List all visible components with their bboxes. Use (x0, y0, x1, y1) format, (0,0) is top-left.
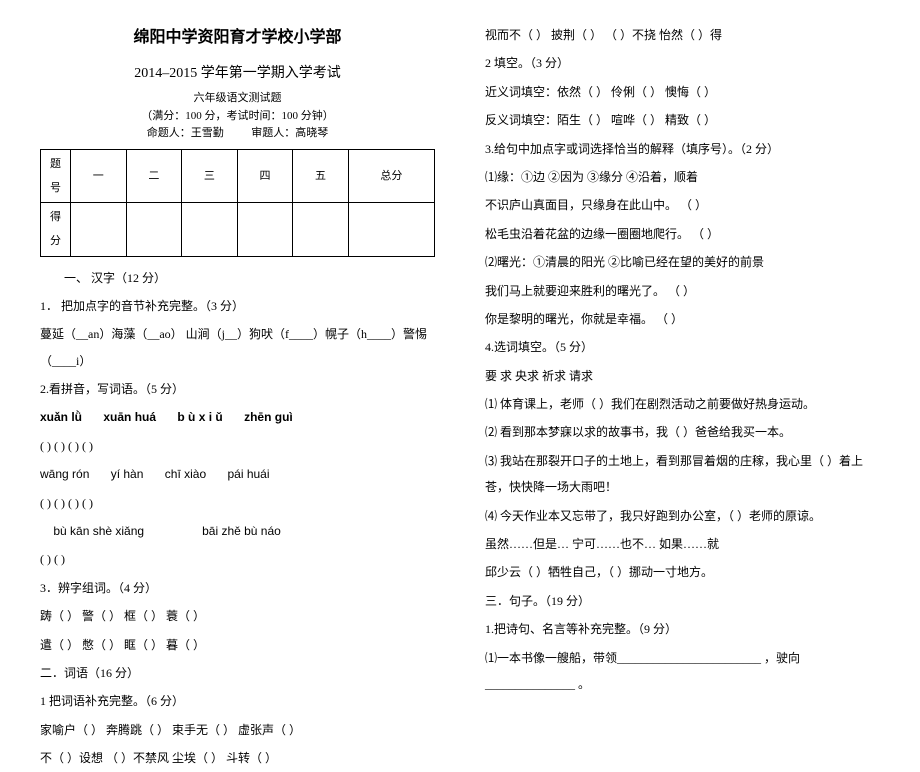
exam-title: 2014–2015 学年第一学期入学考试 (40, 59, 435, 90)
table-row: 得分 (41, 203, 435, 256)
cell (348, 203, 434, 256)
pinyin: bù kān shè xiǎng (53, 524, 144, 538)
q3: 3．辨字组词。（4 分） (40, 575, 435, 601)
blank-row-3: ( ) ( ) (40, 546, 435, 572)
pinyin: pái huái (227, 467, 269, 481)
r7: 4.选词填空。（5 分） (485, 334, 880, 360)
section-2-title: 二．词语（16 分） (40, 660, 435, 686)
reviewer-label: 审题人：高晓琴 (251, 127, 328, 139)
section-1-title: 一、 汉字（12 分） (40, 265, 435, 291)
s2q1a: 家喻户（ ） 奔腾跳（ ） 束手无（ ） 虚张声（ ） (40, 717, 435, 743)
cell (237, 203, 293, 256)
row-title: 题号 (41, 149, 71, 202)
r7d: ⑷ 今天作业本又忘带了，我只好跑到办公室，（ ）老师的原谅。 (485, 503, 880, 529)
col-head: 一 (71, 149, 127, 202)
r8b: 邱少云（ ）牺牲自己，（ ）挪动一寸地方。 (485, 559, 880, 585)
section-3-title: 三．句子。（19 分） (485, 588, 880, 614)
r1: 2 填空。（3 分） (485, 50, 880, 76)
r3: 反义词填空：陌生（ ） 喧哗（ ） 精致（ ） (485, 107, 880, 133)
r7b: ⑵ 看到那本梦寐以求的故事书，我（ ）爸爸给我买一本。 (485, 419, 880, 445)
subtitle-1: 六年级语文测试题 (40, 90, 435, 108)
s2q1b: 不（ ）设想 （ ）不禁风 尘埃（ ） 斗转（ ） (40, 745, 435, 771)
r6b: 你是黎明的曙光，你就是幸福。 （ ） (485, 306, 880, 332)
col-head: 总分 (348, 149, 434, 202)
pinyin-row-2: wāng rón yí hàn chī xiào pái huái (40, 461, 435, 487)
row-title-2: 得分 (41, 203, 71, 256)
s2q1: 1 把词语补充完整。（6 分） (40, 688, 435, 714)
pinyin: xuǎn lǜ (40, 410, 82, 424)
s3q1: 1.把诗句、名言等补充完整。（9 分） (485, 616, 880, 642)
q1: 1． 把加点字的音节补充完整。（3 分） (40, 293, 435, 319)
s3a: ⑴一本书像一艘船，带领________________________ ，驶向_… (485, 645, 880, 698)
pinyin: bāi zhě bù náo (202, 524, 281, 538)
r7c: ⑶ 我站在那裂开口子的土地上，看到那冒着烟的庄稼，我心里（ ）着上苍，快快降一场… (485, 448, 880, 501)
col-head: 三 (182, 149, 238, 202)
subtitle-3: 命题人：王雪勤 审题人：高晓琴 (40, 125, 435, 143)
r5b: 松毛虫沿着花盆的边缘一圈圈地爬行。 （ ） (485, 221, 880, 247)
pinyin: chī xiào (165, 467, 206, 481)
cell (71, 203, 127, 256)
cell (182, 203, 238, 256)
pinyin: xuān huá (103, 410, 156, 424)
col-head: 五 (293, 149, 349, 202)
cell (293, 203, 349, 256)
col-head: 四 (237, 149, 293, 202)
blank-row-2: ( ) ( ) ( ) ( ) (40, 490, 435, 516)
q2: 2.看拼音，写词语。（5 分） (40, 376, 435, 402)
q3a: 踌（ ） 警（ ） 框（ ） 蓑（ ） (40, 603, 435, 629)
school-title: 绵阳中学资阳育才学校小学部 (40, 20, 435, 55)
r2: 近义词填空：依然（ ） 伶俐（ ） 懊悔（ ） (485, 79, 880, 105)
pinyin: wāng rón (40, 467, 89, 481)
table-row: 题号 一 二 三 四 五 总分 (41, 149, 435, 202)
blank-row-1: ( ) ( ) ( ) ( ) (40, 433, 435, 459)
r6: ⑵曙光：①清晨的阳光 ②比喻已经在望的美好的前景 (485, 249, 880, 275)
r7a: ⑴ 体育课上，老师（ ）我们在剧烈活动之前要做好热身运动。 (485, 391, 880, 417)
pinyin-row-3: bù kān shè xiǎng bāi zhě bù náo (40, 518, 435, 544)
pinyin: zhēn guì (244, 410, 293, 424)
cell (126, 203, 182, 256)
subtitle-2: （满分：100 分，考试时间：100 分钟） (40, 108, 435, 126)
pinyin: yí hàn (111, 467, 144, 481)
pinyin-row-1: xuǎn lǜ xuān huá b ù x i ǔ zhēn guì (40, 404, 435, 430)
col-head: 二 (126, 149, 182, 202)
author-label: 命题人：王雪勤 (147, 127, 224, 139)
r6a: 我们马上就要迎来胜利的曙光了。 （ ） (485, 278, 880, 304)
q1-line: 蔓延（__an）海藻（__ao） 山涧（j__）狗吠（f____）幌子（h___… (40, 321, 435, 374)
score-table: 题号 一 二 三 四 五 总分 得分 (40, 149, 435, 257)
r0: 视而不（ ） 披荆（ ） （ ）不挠 怡然（ ）得 (485, 22, 880, 48)
r5a: 不识庐山真面目，只缘身在此山中。 （ ） (485, 192, 880, 218)
r7w: 要 求 央求 祈求 请求 (485, 363, 880, 389)
r4: 3.给句中加点字或词选择恰当的解释（填序号）。（2 分） (485, 136, 880, 162)
r5: ⑴缘：①边 ②因为 ③缘分 ④沿着，顺着 (485, 164, 880, 190)
r8a: 虽然……但是… 宁可……也不… 如果……就 (485, 531, 880, 557)
pinyin: b ù x i ǔ (177, 410, 222, 424)
q3b: 遣（ ） 憋（ ） 眶（ ） 暮（ ） (40, 632, 435, 658)
